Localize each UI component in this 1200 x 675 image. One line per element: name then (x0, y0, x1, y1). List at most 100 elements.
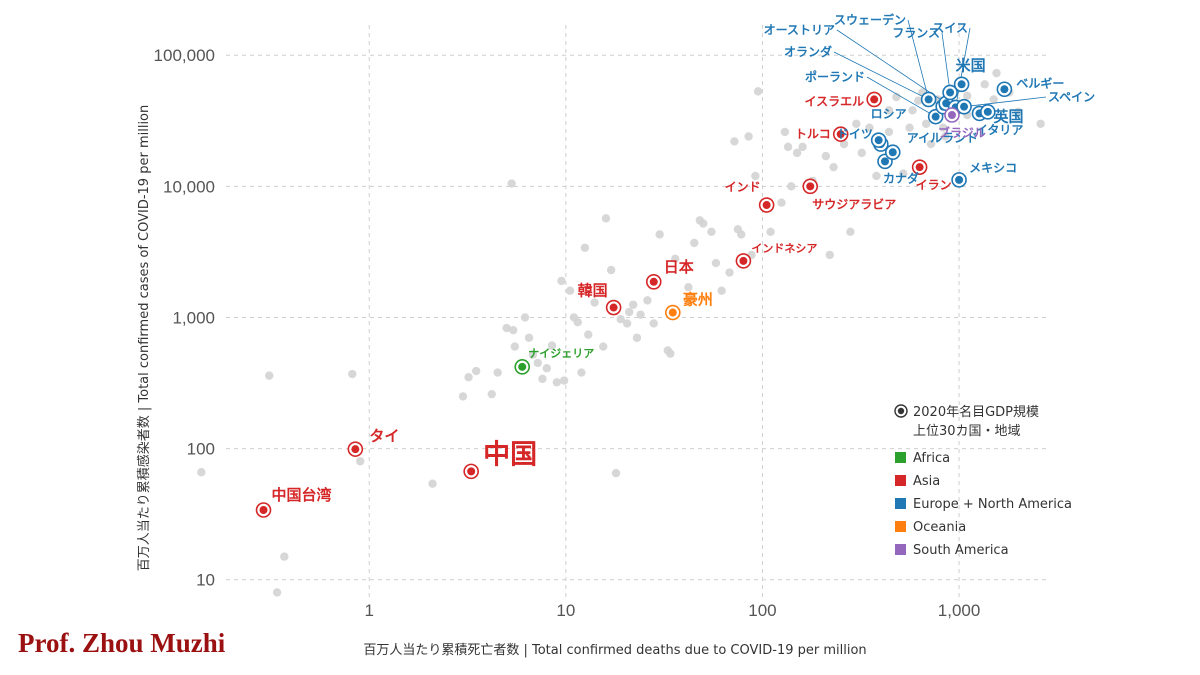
other-point-73 (839, 139, 849, 149)
leader-オーストリア (836, 29, 947, 104)
y-axis-label: 百万人当たり累積感染者数 | Total confirmed cases of … (136, 105, 152, 572)
label-ブラジル: ブラジル (938, 125, 986, 140)
other-point-67 (792, 148, 802, 158)
other-point-83 (905, 123, 914, 132)
other-point-94 (1036, 119, 1045, 128)
label-メキシコ: メキシコ (969, 161, 1017, 175)
other-point-15 (520, 313, 530, 322)
leader-ポーランド (866, 76, 936, 117)
other-point-54 (725, 268, 734, 277)
other-point-41 (636, 310, 645, 319)
other-point-22 (552, 378, 562, 387)
other-point-7 (458, 392, 468, 401)
other-point-66 (786, 182, 796, 191)
other-point-37 (622, 319, 632, 328)
other-point-62 (766, 227, 775, 237)
other-point-24 (559, 376, 569, 385)
other-point-68 (798, 142, 807, 152)
point-イタリア (980, 104, 996, 120)
label-スイス: スイス (932, 21, 968, 35)
other-point-28 (577, 368, 586, 377)
other-point-46 (671, 254, 680, 264)
point-スウェーデン (920, 91, 937, 108)
label-ベルギー: ベルギー (1016, 75, 1064, 90)
other-point-30 (584, 330, 593, 339)
other-point-72 (829, 162, 838, 172)
legend-label-south-america: South America (913, 543, 1009, 558)
other-point-25 (565, 286, 575, 295)
other-point-88 (941, 132, 950, 141)
author-credit: Prof. Zhou Muzhi (18, 628, 226, 658)
other-point-74 (846, 227, 855, 237)
point-中国台湾 (255, 502, 272, 518)
other-point-82 (899, 169, 908, 178)
other-point-48 (690, 238, 699, 248)
label-日本: 日本 (664, 258, 694, 276)
point-サウジアラビア (802, 178, 819, 195)
other-point-20 (542, 364, 551, 373)
other-point-31 (590, 298, 599, 307)
point-メキシコ (951, 172, 967, 188)
point-ブラジル (944, 107, 960, 123)
point-インド (758, 197, 775, 213)
other-point-33 (601, 214, 611, 223)
label-中国: 中国 (483, 439, 537, 470)
label-ドイツ: ドイツ (837, 127, 873, 141)
other-point-95 (992, 68, 1001, 78)
other-point-17 (528, 350, 538, 359)
legend-label-africa: Africa (913, 451, 950, 466)
x-tick-1-000: 1,000 (938, 601, 981, 620)
other-point-80 (884, 127, 894, 137)
label-インド: インド (725, 180, 761, 194)
other-point-23 (557, 276, 566, 286)
legend-marker-title-line-1: 上位30カ国・地域 (913, 424, 1021, 439)
other-point-77 (865, 123, 874, 132)
other-point-55 (730, 137, 739, 146)
other-point-89 (963, 91, 972, 101)
label-韓国: 韓国 (578, 282, 608, 300)
leader-スペイン (964, 96, 1047, 108)
other-point-19 (538, 374, 547, 384)
other-point-10 (487, 389, 496, 399)
other-point-40 (632, 333, 642, 342)
other-point-18 (533, 358, 542, 368)
leader-スウェーデン (907, 19, 930, 100)
label-スペイン: スペイン (1048, 90, 1095, 104)
other-point-90 (980, 80, 989, 89)
other-point-21 (547, 341, 557, 350)
legend-swatch-south-america (895, 544, 906, 555)
other-point-97 (649, 319, 658, 328)
other-point-78 (872, 171, 881, 181)
other-countries-points (197, 68, 1045, 597)
point-タイ (347, 441, 364, 457)
legend-swatch-africa (895, 452, 906, 463)
other-point-5 (356, 457, 365, 466)
other-point-4 (348, 369, 357, 379)
label-豪州: 豪州 (683, 291, 713, 309)
other-point-43 (655, 230, 664, 239)
point-アイルランド (884, 144, 901, 161)
other-point-91 (989, 95, 998, 104)
country-labels: 中国中国台湾タイナイジェリア韓国日本豪州インドネシアインドサウジアラビアトルコイ… (272, 12, 1096, 504)
other-point-36 (616, 314, 625, 324)
legend-label-asia: Asia (913, 474, 940, 489)
point-豪州 (665, 304, 681, 321)
label-ロシア: ロシア (871, 107, 907, 121)
point-フランス (942, 84, 958, 101)
other-point-3 (280, 552, 289, 561)
other-point-29 (580, 243, 590, 252)
leader-スイス (955, 27, 971, 108)
other-point-76 (857, 148, 866, 158)
label-インドネシア: インドネシア (751, 242, 817, 255)
x-tick-10: 10 (556, 601, 575, 620)
legend-swatch-asia (895, 475, 906, 486)
other-point-96 (507, 179, 516, 188)
other-point-86 (926, 139, 936, 149)
label-フランス: フランス (892, 26, 940, 40)
label-トルコ: トルコ (795, 127, 831, 141)
y-tick-10-000: 10,000 (163, 177, 215, 196)
other-point-99 (908, 106, 917, 115)
other-point-85 (921, 119, 931, 128)
